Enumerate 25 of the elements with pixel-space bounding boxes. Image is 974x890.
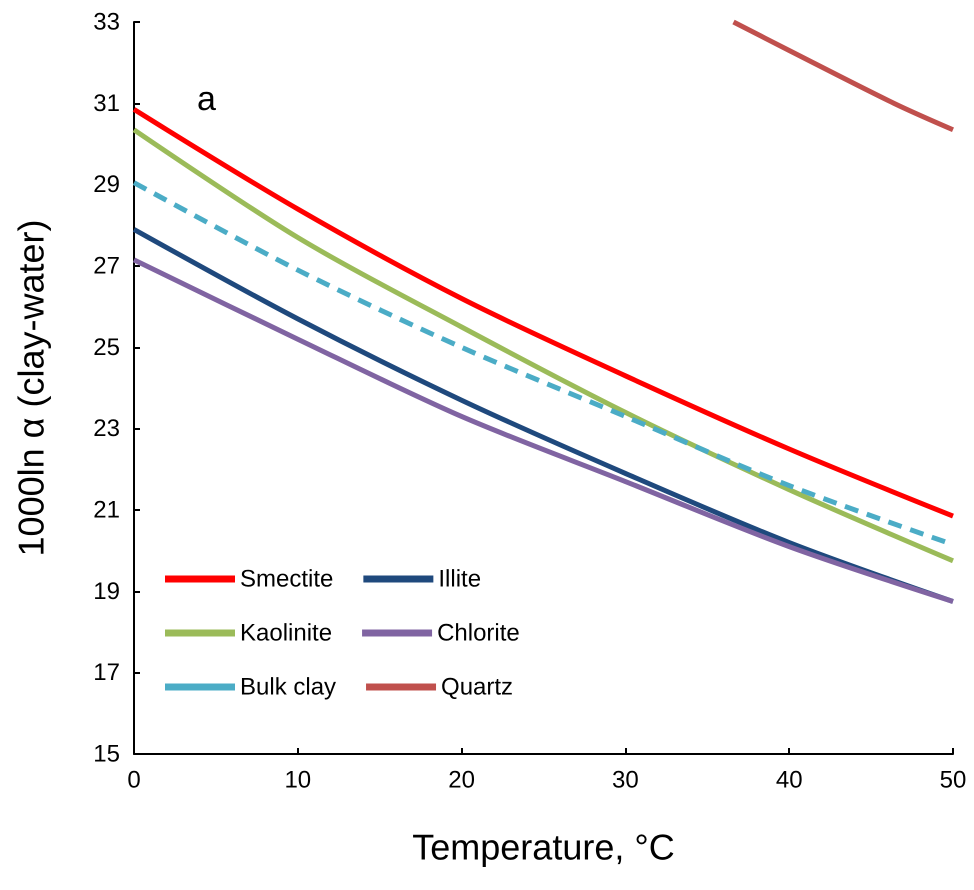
y-tick-label: 15 bbox=[93, 740, 120, 768]
y-tick-label: 29 bbox=[93, 171, 120, 198]
y-axis-title: 1000ln α (clay-water) bbox=[10, 220, 52, 556]
y-tick-label: 17 bbox=[93, 659, 120, 686]
y-tick-label: 31 bbox=[93, 90, 120, 117]
legend-label: Chlorite bbox=[437, 620, 520, 646]
y-tick-label: 23 bbox=[93, 415, 120, 442]
x-tick-label: 10 bbox=[284, 766, 312, 794]
legend-label: Kaolinite bbox=[240, 620, 332, 646]
x-axis-title: Temperature, °C bbox=[412, 826, 675, 868]
x-tick-label: 40 bbox=[776, 766, 803, 794]
annotation: a bbox=[197, 80, 216, 118]
legend-label: Quartz bbox=[441, 674, 514, 700]
y-tick-label: 33 bbox=[93, 8, 120, 36]
x-tick-label: 30 bbox=[612, 766, 639, 794]
x-tick-label: 50 bbox=[940, 766, 966, 794]
legend-label: Illite bbox=[438, 566, 482, 592]
y-tick-label: 19 bbox=[93, 578, 120, 605]
legend-label: Bulk clay bbox=[240, 674, 336, 700]
x-tick-label: 0 bbox=[127, 766, 141, 794]
legend-label: Smectite bbox=[240, 566, 334, 592]
y-tick-label: 21 bbox=[93, 496, 120, 524]
x-tick-label: 20 bbox=[448, 766, 475, 794]
y-tick-label: 25 bbox=[93, 334, 120, 361]
y-tick-label: 27 bbox=[93, 252, 120, 280]
